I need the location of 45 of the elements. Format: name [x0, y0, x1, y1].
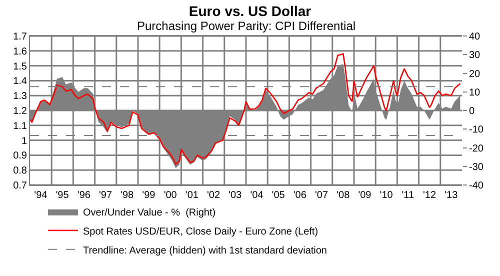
x-tick-label: '05 — [272, 190, 286, 201]
y-tick-label: 0.7 — [13, 180, 28, 192]
y2-tick-label: -30 — [469, 162, 484, 173]
x-tick-label: '98 — [120, 190, 134, 201]
x-tick-label: '03 — [228, 190, 242, 201]
y2-tick-label: 30 — [469, 50, 481, 62]
x-tick-label: '06 — [293, 190, 307, 201]
y2-tick-label: -20 — [469, 143, 484, 154]
y-tick-label: 1.5 — [13, 61, 28, 72]
y-tick-label: 1.2 — [13, 106, 28, 117]
x-tick-label: '08 — [336, 190, 350, 201]
x-tick-label: '07 — [314, 190, 328, 201]
y-tick-label: 1.3 — [13, 91, 28, 102]
x-tick-label: '95 — [56, 190, 70, 201]
x-tick-label: '12 — [423, 190, 436, 201]
y2-tick-label: -10 — [469, 124, 484, 136]
y-tick-label: 1.1 — [13, 120, 28, 132]
y-tick-label: 0.8 — [13, 166, 28, 177]
chart-subtitle: Purchasing Power Parity: CPI Differential — [137, 19, 356, 33]
x-tick-label: '94 — [34, 190, 48, 201]
y2-tick-label: 10 — [469, 87, 481, 98]
x-tick-label: '97 — [98, 190, 112, 201]
x-tick-label: '11 — [402, 190, 414, 201]
legend-label: Trendline: Average (hidden) with 1st standard deviation — [82, 245, 328, 256]
x-tick-label: '10 — [380, 190, 394, 201]
x-tick-label: '09 — [358, 190, 372, 201]
x-tick-label: '02 — [206, 190, 220, 201]
y-tick-label: 1.7 — [13, 32, 28, 42]
x-tick-label: '04 — [250, 190, 264, 201]
x-tick-label: '99 — [142, 190, 156, 201]
y-tick-label: 1.6 — [13, 46, 28, 58]
y-tick-label: 1.4 — [13, 76, 28, 88]
y2-tick-label: -40 — [469, 180, 484, 192]
y2-tick-label: 40 — [469, 32, 481, 42]
chart-title: Euro vs. US Dollar — [188, 2, 312, 19]
y-tick-label: 0.9 — [13, 150, 28, 162]
x-tick-label: '13 — [444, 190, 458, 201]
x-tick-label: '01 — [185, 190, 199, 201]
legend-label: Over/Under Value - % (Right) — [82, 207, 216, 218]
x-tick-label: '96 — [77, 190, 91, 201]
y2-tick-label: 20 — [469, 68, 481, 80]
y-tick-label: 1 — [21, 136, 28, 147]
y2-tick-label: 0 — [469, 106, 475, 117]
legend-label: Spot Rates USD/EUR, Close Daily - Euro Zone (Left) — [82, 226, 318, 238]
x-tick-label: '00 — [164, 190, 178, 201]
